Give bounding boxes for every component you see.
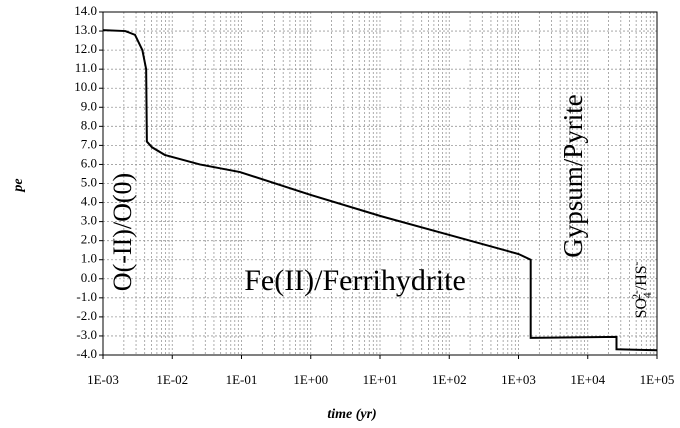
y-axis-title: pe: [11, 178, 26, 192]
annotation-part: 4: [642, 292, 654, 298]
x-tick-label: 1E+05: [640, 372, 675, 387]
y-tick-label: 11.0: [75, 60, 97, 75]
data-line: [102, 29, 658, 352]
y-tick-label: -3.0: [76, 327, 97, 342]
x-tick-label: 1E+04: [570, 372, 605, 387]
annotation: Gypsum/Pyrite: [558, 94, 588, 258]
y-tick-label: 4.0: [81, 194, 97, 209]
y-tick-label: 13.0: [74, 22, 97, 37]
x-axis-title: time (yr): [327, 407, 376, 422]
y-tick-label: 6.0: [81, 155, 97, 170]
y-tick-label: 3.0: [81, 213, 97, 228]
annotation-part: SO: [633, 298, 650, 318]
y-tick-label: -4.0: [76, 346, 97, 361]
x-tick-label: 1E+02: [432, 372, 467, 387]
plot-frame: [102, 11, 658, 356]
y-tick-label: 0.0: [81, 270, 97, 285]
x-tick-label: 1E-02: [156, 372, 188, 387]
annotation-part: -: [631, 261, 643, 265]
y-tick-label: 14.0: [74, 3, 97, 18]
x-tick-label: 1E+01: [363, 372, 398, 387]
x-tick-label: 1E+03: [501, 372, 536, 387]
annotation-part: /HS: [633, 265, 650, 290]
x-tick-label: 1E-01: [226, 372, 258, 387]
x-tick-label: 1E-03: [87, 372, 119, 387]
y-tick-label: 7.0: [81, 136, 97, 151]
annotation: Fe(II)/Ferrihydrite: [244, 264, 466, 297]
y-tick-label: 12.0: [74, 41, 97, 56]
y-tick-label: -1.0: [76, 289, 97, 304]
y-tick-label: 8.0: [81, 117, 97, 132]
y-tick-label: 2.0: [81, 232, 97, 247]
y-tick-label: 10.0: [74, 79, 97, 94]
y-tick-label: 9.0: [81, 98, 97, 113]
annotation: O(-II)/O(0): [108, 173, 137, 291]
annotation-part: 2-: [631, 290, 643, 300]
y-tick-label: 5.0: [81, 174, 97, 189]
annotation: SO42-/HS-: [631, 261, 654, 318]
y-tick-label: -2.0: [76, 308, 97, 323]
y-tick-label: 1.0: [81, 251, 97, 266]
x-tick-label: 1E+00: [293, 372, 328, 387]
